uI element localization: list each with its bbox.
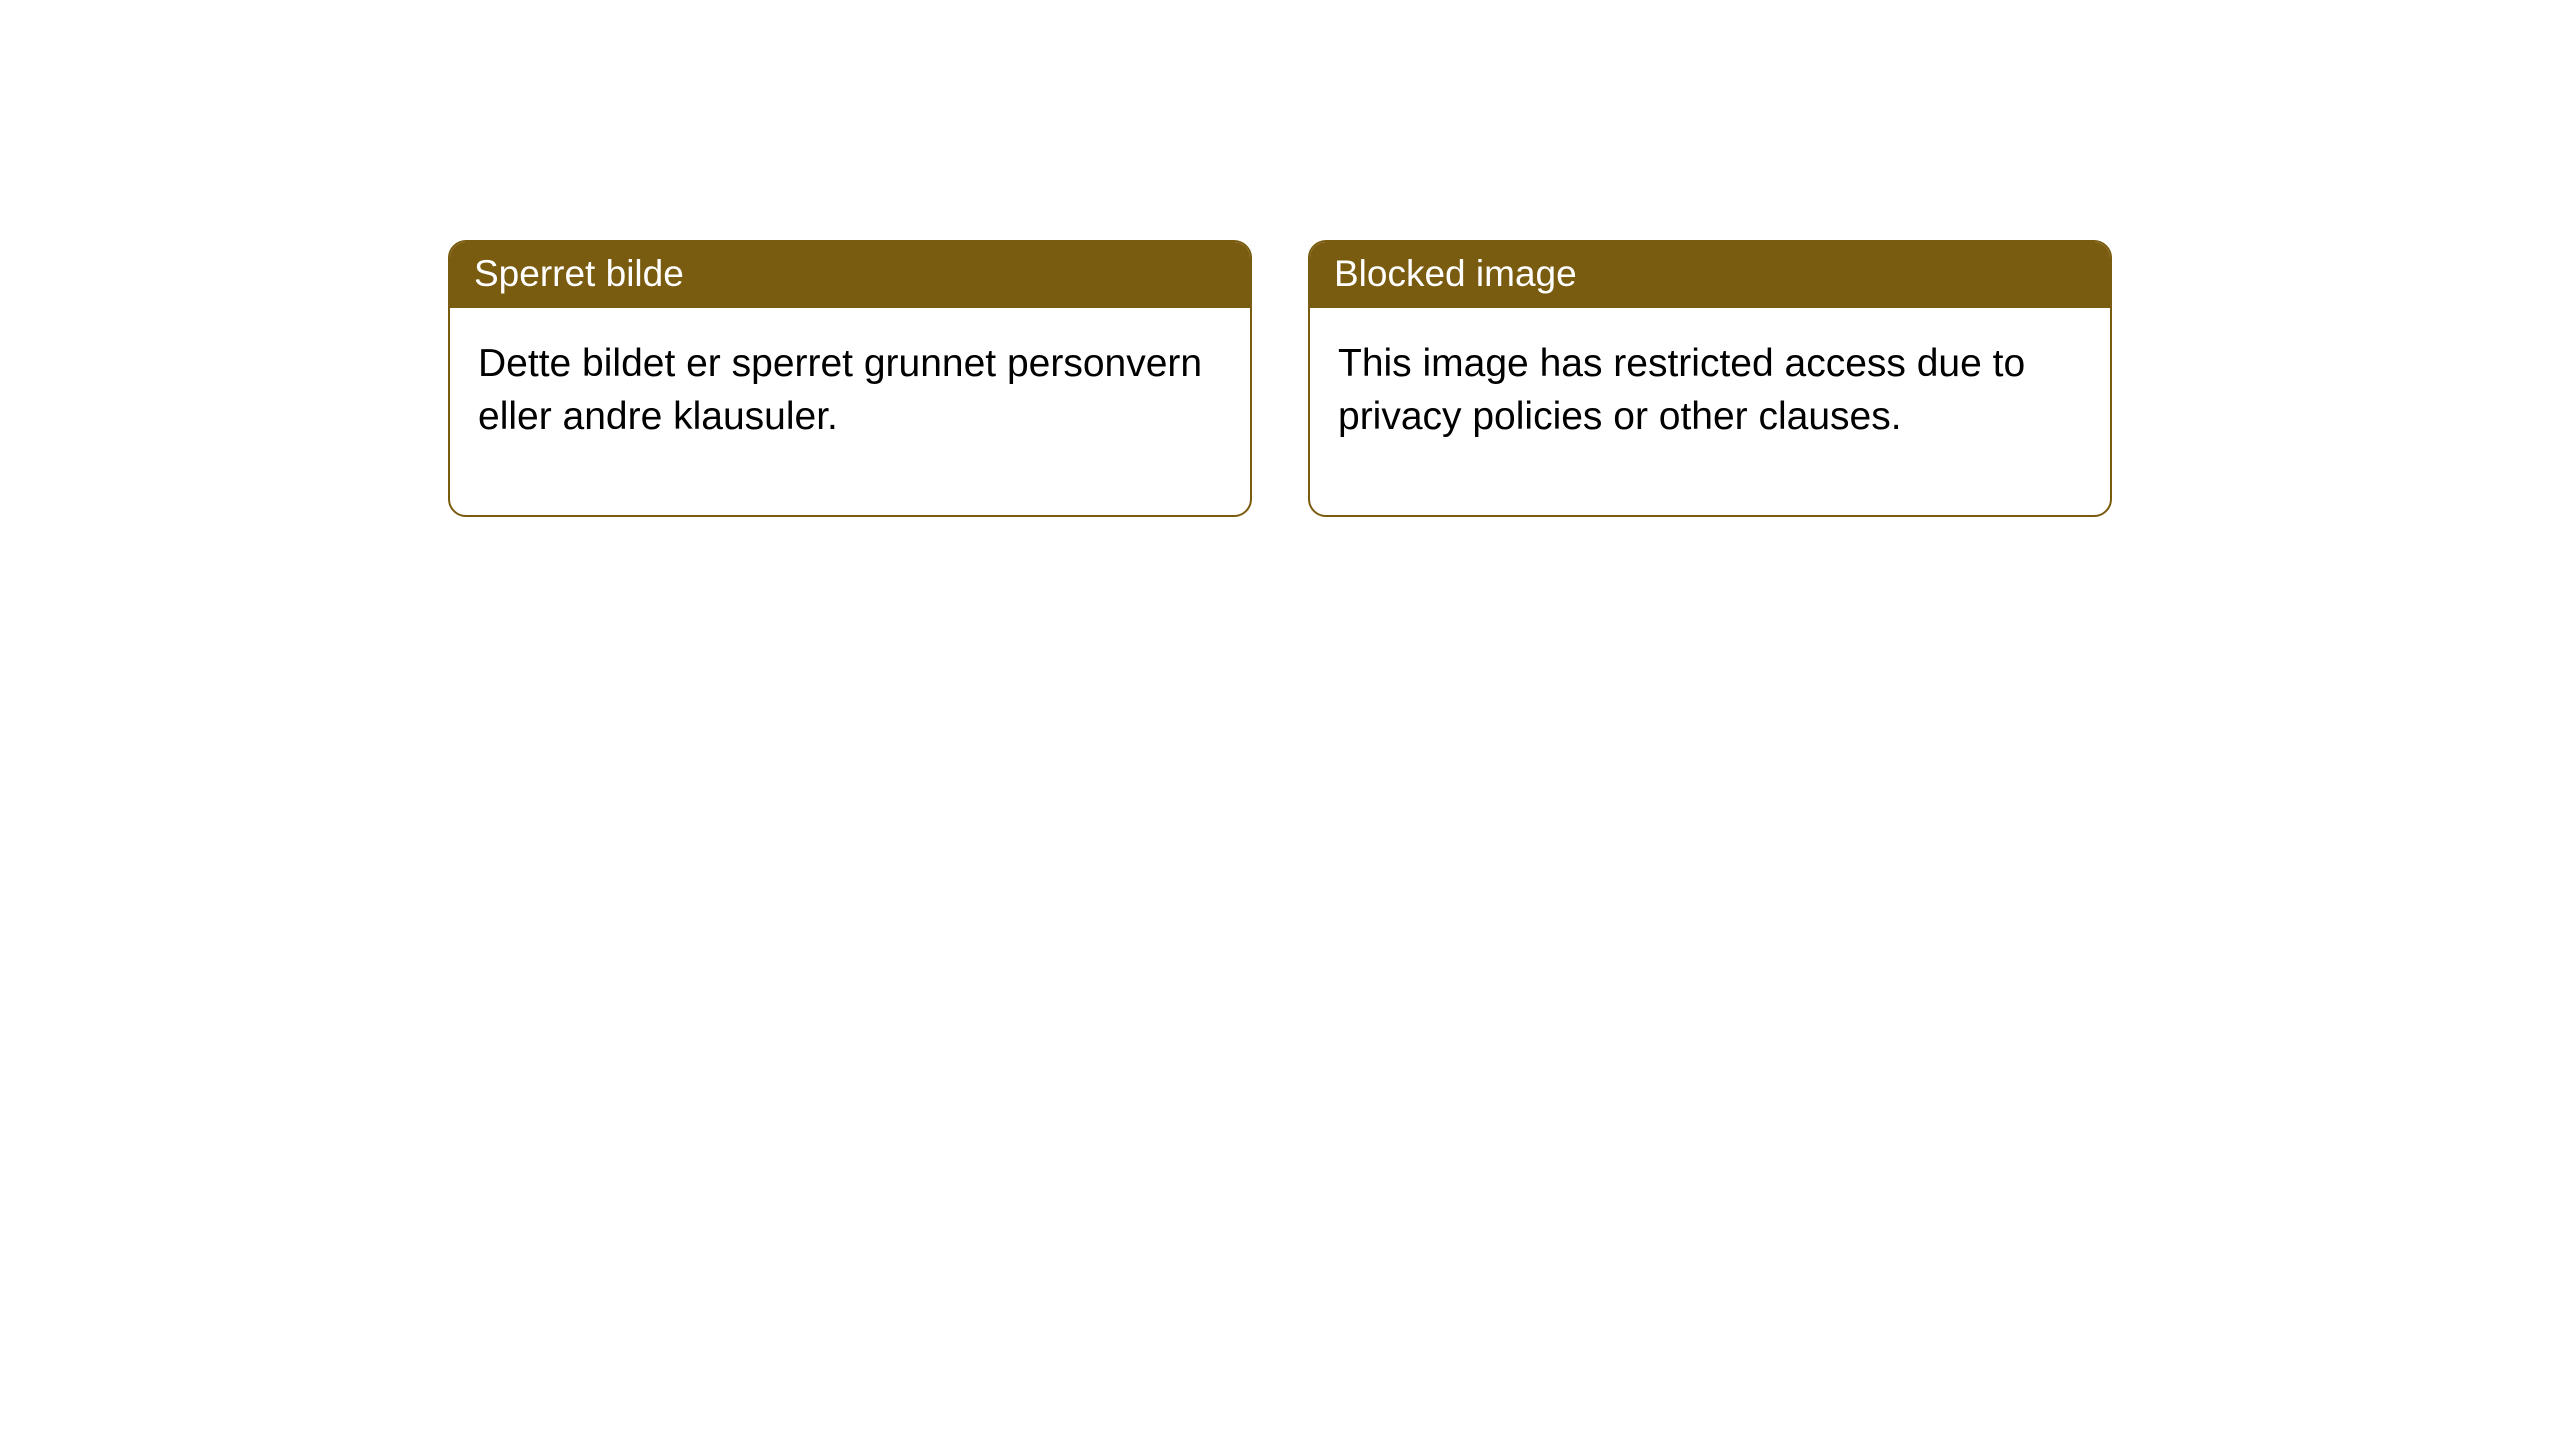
notice-container: Sperret bilde Dette bildet er sperret gr… bbox=[0, 0, 2560, 517]
notice-body-norwegian: Dette bildet er sperret grunnet personve… bbox=[450, 308, 1250, 515]
notice-card-english: Blocked image This image has restricted … bbox=[1308, 240, 2112, 517]
notice-header-english: Blocked image bbox=[1310, 242, 2110, 308]
notice-card-norwegian: Sperret bilde Dette bildet er sperret gr… bbox=[448, 240, 1252, 517]
notice-body-english: This image has restricted access due to … bbox=[1310, 308, 2110, 515]
notice-header-norwegian: Sperret bilde bbox=[450, 242, 1250, 308]
